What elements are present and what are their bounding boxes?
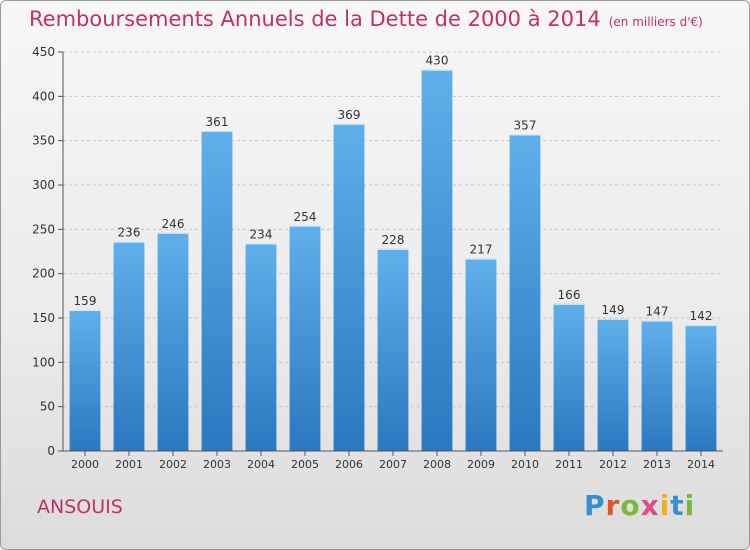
data-label: 357: [514, 118, 537, 132]
x-tick-label: 2011: [555, 458, 583, 471]
data-label: 254: [294, 210, 317, 224]
commune-name: ANSOUIS: [37, 496, 123, 518]
data-label: 159: [74, 294, 97, 308]
data-label: 147: [646, 305, 669, 319]
bar: [289, 225, 321, 451]
unit-note: (en milliers d'€): [608, 15, 703, 29]
y-tick-label: 0: [47, 444, 55, 458]
y-tick-label: 350: [32, 134, 55, 148]
x-tick-label: 2004: [247, 458, 275, 471]
data-label: 166: [558, 288, 581, 302]
bar: [157, 232, 189, 451]
bar: [509, 134, 541, 451]
y-tick-label: 250: [32, 222, 55, 236]
bar: [245, 243, 277, 451]
x-tick-label: 2010: [511, 458, 539, 471]
data-label: 217: [470, 243, 493, 257]
data-label: 149: [602, 303, 625, 317]
x-tick-label: 2001: [115, 458, 143, 471]
bar: [201, 130, 233, 451]
y-tick-label: 50: [40, 400, 55, 414]
y-tick-label: 400: [32, 89, 55, 103]
data-label: 369: [338, 108, 361, 122]
data-label: 228: [382, 233, 405, 247]
y-tick-label: 200: [32, 267, 55, 281]
bar: [69, 310, 101, 451]
x-tick-label: 2007: [379, 458, 407, 471]
y-axis: 0 50 100 150 200 250 300 350 400 450: [32, 45, 64, 458]
y-tick-label: 100: [32, 355, 55, 369]
bar: [597, 318, 629, 451]
x-tick-label: 2002: [159, 458, 187, 471]
bar: [641, 320, 673, 451]
proxiti-logo: Proxiti: [584, 489, 696, 522]
data-label: 236: [118, 226, 141, 240]
x-tick-label: 2005: [291, 458, 319, 471]
bar: [377, 248, 409, 451]
x-tick-label: 2009: [467, 458, 495, 471]
bar: [553, 303, 585, 451]
x-tick-label: 2000: [71, 458, 99, 471]
x-tick-label: 2013: [643, 458, 671, 471]
x-tick-label: 2008: [423, 458, 451, 471]
x-axis: 2000 2001 2002 2003 2004 2005 2006 2007 2008 2009…: [63, 450, 723, 471]
bar: [333, 123, 365, 451]
y-tick-label: 300: [32, 178, 55, 192]
bars: 159 236 246 361 234 254 369 228 430 217 357 166 149 1…: [69, 54, 717, 451]
y-tick-label: 450: [32, 45, 55, 59]
data-label: 430: [426, 54, 449, 68]
bar: [421, 69, 453, 451]
data-label: 142: [690, 309, 713, 323]
chart-title: Remboursements Annuels de la Dette de 20…: [29, 7, 703, 31]
x-tick-label: 2012: [599, 458, 627, 471]
chart-title-text: Remboursements Annuels de la Dette de 20…: [29, 7, 601, 31]
data-label: 246: [162, 217, 185, 231]
bar: [465, 258, 497, 451]
y-tick-label: 150: [32, 311, 55, 325]
bar: [113, 241, 145, 451]
x-tick-label: 2014: [687, 458, 715, 471]
data-label: 234: [250, 228, 273, 242]
x-tick-label: 2003: [203, 458, 231, 471]
data-label: 361: [206, 115, 229, 129]
bar: [685, 325, 717, 451]
x-tick-label: 2006: [335, 458, 363, 471]
